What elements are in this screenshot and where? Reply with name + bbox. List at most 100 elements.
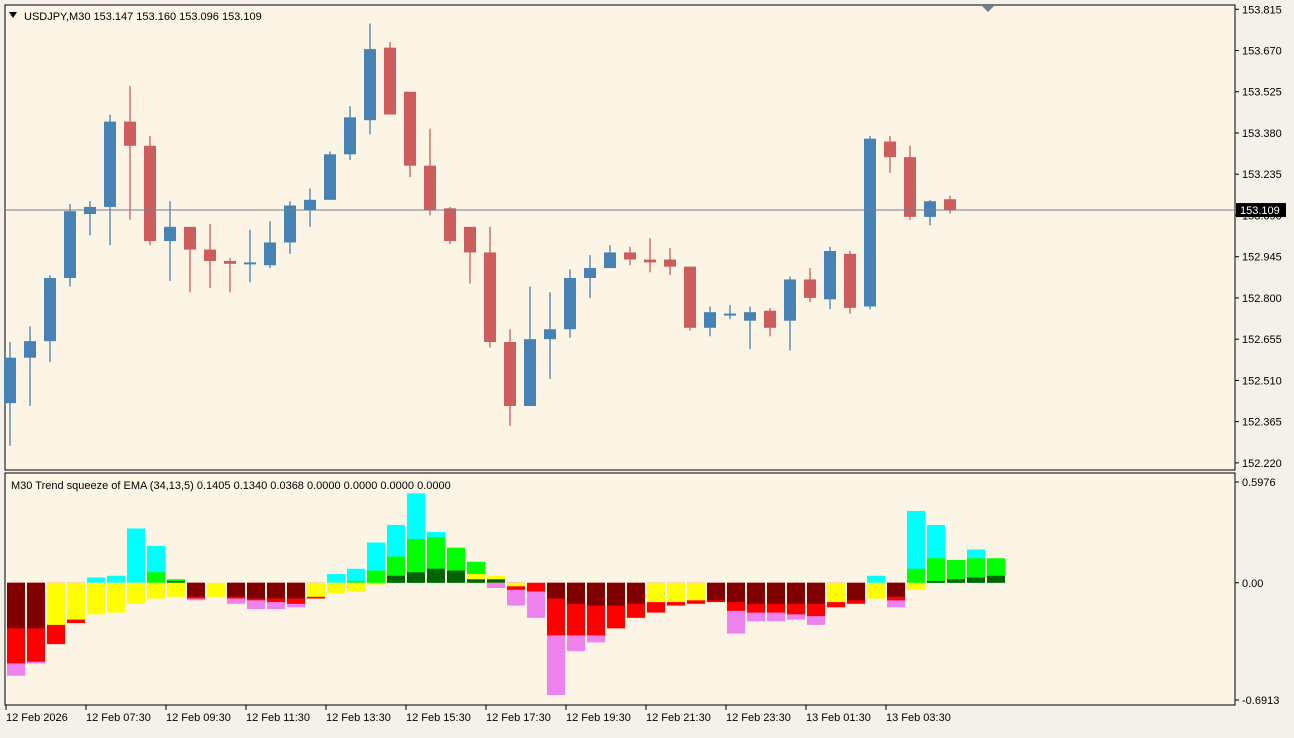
histogram-bar xyxy=(147,582,165,599)
histogram-bar xyxy=(527,582,545,592)
histogram-bar xyxy=(327,582,345,594)
bear-candle xyxy=(804,279,816,298)
histogram-bar xyxy=(867,575,885,583)
histogram-bar xyxy=(407,572,425,583)
histogram-bar xyxy=(967,558,985,583)
histogram-bar xyxy=(587,582,605,606)
histogram-bar xyxy=(47,582,65,625)
histogram-bar xyxy=(167,582,185,597)
bear-candle xyxy=(684,266,696,328)
histogram-bar xyxy=(87,577,105,583)
histogram-bar xyxy=(687,582,705,601)
time-axis-label: 12 Feb 11:30 xyxy=(246,712,310,724)
histogram-bar xyxy=(207,582,225,597)
histogram-bar xyxy=(647,582,665,603)
histogram-bar xyxy=(147,572,165,583)
bull-candle xyxy=(4,357,16,404)
current-price-label-background xyxy=(1236,203,1286,218)
histogram-bar xyxy=(967,577,985,583)
time-axis-label: 12 Feb 17:30 xyxy=(486,712,551,724)
bear-candle xyxy=(504,342,516,407)
time-axis-label: 12 Feb 19:30 xyxy=(566,712,631,724)
price-pane[interactable]: USDJPY,M30 153.147 153.160 153.096 153.1… xyxy=(4,4,1236,471)
bear-candle xyxy=(144,145,156,242)
price-axis-label: 153.670 xyxy=(1242,46,1282,58)
bull-candle xyxy=(284,205,296,243)
time-axis-label: 12 Feb 09:30 xyxy=(166,712,231,724)
histogram-bar xyxy=(667,582,685,603)
triangle-down-icon[interactable] xyxy=(9,12,17,18)
histogram-bar xyxy=(507,582,525,587)
histogram-bar xyxy=(107,575,125,583)
histogram-bar xyxy=(767,582,785,604)
bull-candle xyxy=(24,341,36,358)
histogram-bar xyxy=(627,582,645,604)
time-axis-label: 12 Feb 23:30 xyxy=(726,712,791,724)
histogram-bar xyxy=(887,582,905,597)
bear-candle xyxy=(464,226,476,253)
bull-candle xyxy=(744,312,756,321)
price-axis-label: 153.235 xyxy=(1242,169,1282,181)
bear-candle xyxy=(624,252,636,260)
bull-candle xyxy=(44,278,56,342)
histogram-bar xyxy=(947,559,965,583)
bull-candle xyxy=(564,278,576,330)
price-axis-label: 152.510 xyxy=(1242,375,1282,387)
histogram-bar xyxy=(467,579,485,583)
histogram-bar xyxy=(367,570,385,583)
time-axis-label: 12 Feb 21:30 xyxy=(646,712,711,724)
price-axis-label: 152.800 xyxy=(1242,293,1282,305)
histogram-bar xyxy=(727,582,745,603)
indicator-axis-label: 0.5976 xyxy=(1242,477,1276,489)
bear-candle xyxy=(424,165,436,210)
bear-candle xyxy=(384,47,396,115)
histogram-bar xyxy=(107,582,125,613)
histogram-bar xyxy=(127,582,145,604)
histogram-bar xyxy=(347,568,365,583)
histogram-bar xyxy=(707,582,725,601)
histogram-bar xyxy=(487,582,505,589)
histogram-bar xyxy=(287,582,305,599)
time-axis-label: 13 Feb 01:30 xyxy=(806,712,871,724)
bull-candle xyxy=(584,268,596,279)
bull-candle xyxy=(264,242,276,266)
current-price-label-text: 153.109 xyxy=(1240,205,1280,217)
histogram-bar xyxy=(27,582,45,629)
histogram-bar xyxy=(187,582,205,597)
histogram-bar xyxy=(827,582,845,603)
bull-candle xyxy=(784,279,796,321)
histogram-bar xyxy=(847,582,865,601)
time-axis-label: 12 Feb 07:30 xyxy=(86,712,151,724)
shift-marker-icon[interactable] xyxy=(982,6,994,12)
bull-candle xyxy=(244,262,256,265)
histogram-bar xyxy=(807,582,825,604)
bear-candle xyxy=(884,141,896,158)
bull-candle xyxy=(304,199,316,210)
bear-candle xyxy=(224,260,236,264)
time-axis[interactable]: 12 Feb 2026 12 Feb 07:30 12 Feb 09:30 12 Fe… xyxy=(5,705,951,724)
histogram-bar xyxy=(927,581,945,583)
current-price-label: 153.109 xyxy=(1236,203,1286,218)
price-axis[interactable]: 153.815153.670153.525153.380153.235153.0… xyxy=(1235,4,1282,470)
histogram-bar xyxy=(907,568,925,583)
indicator-pane[interactable]: M30 Trend squeeze of EMA (34,13,5) 0.140… xyxy=(4,472,1236,706)
bear-candle xyxy=(904,157,916,217)
histogram-layer xyxy=(7,493,1005,696)
histogram-bar xyxy=(167,581,185,583)
histogram-bar xyxy=(927,558,945,583)
histogram-bar xyxy=(787,582,805,604)
time-axis-label: 12 Feb 2026 xyxy=(6,712,68,724)
histogram-bar xyxy=(347,582,365,592)
indicator-axis[interactable]: 0.5976 0.00 -0.6913 xyxy=(1235,477,1279,707)
bear-candle xyxy=(404,91,416,166)
time-axis-label: 12 Feb 15:30 xyxy=(406,712,471,724)
bull-candle xyxy=(924,201,936,217)
histogram-bar xyxy=(127,528,145,583)
time-axis-label: 13 Feb 03:30 xyxy=(886,712,951,724)
bear-candle xyxy=(844,253,856,308)
indicator-axis-label: 0.00 xyxy=(1242,578,1263,590)
histogram-bar xyxy=(747,582,765,604)
histogram-bar xyxy=(907,582,925,590)
